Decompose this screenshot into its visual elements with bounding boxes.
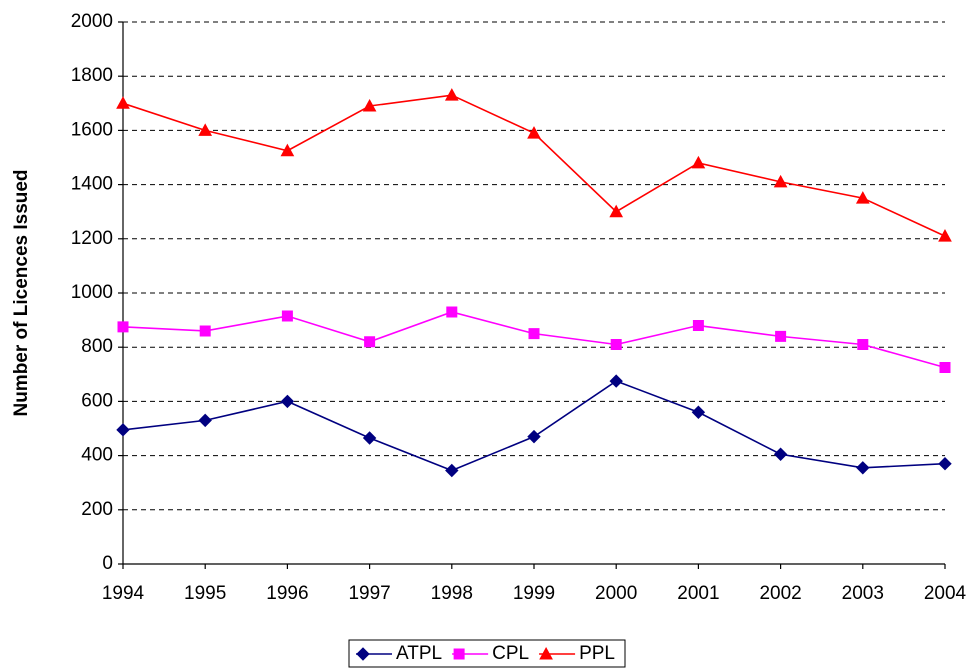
x-tick-label: 1998: [431, 583, 473, 604]
y-tick-label: 1000: [71, 282, 113, 303]
legend: ATPL CPL PPL: [348, 639, 626, 668]
data-point: [362, 98, 377, 112]
legend-label: CPL: [492, 643, 529, 664]
legend-marker: [453, 648, 465, 660]
x-tick-label: 1994: [102, 583, 145, 604]
x-tick-label: 1997: [348, 583, 390, 604]
x-tick-label: 2003: [842, 583, 884, 604]
y-tick-label: 1400: [71, 174, 113, 195]
y-tick-label: 1800: [71, 65, 113, 86]
series-line: [122, 311, 946, 369]
data-point: [117, 321, 129, 333]
legend-label: PPL: [579, 643, 615, 664]
data-point: [280, 394, 295, 409]
data-point: [857, 338, 869, 350]
data-point: [527, 126, 541, 139]
x-tick-label: 2001: [677, 583, 719, 604]
y-tick-label: 1600: [71, 119, 113, 140]
data-point: [938, 457, 952, 471]
x-tick-label: 1999: [513, 583, 555, 604]
data-point: [692, 320, 704, 332]
data-point: [198, 123, 213, 136]
data-point: [856, 461, 870, 475]
x-tick-label: 2004: [924, 583, 967, 604]
data-point: [691, 155, 706, 169]
y-tick-label: 600: [81, 390, 113, 411]
x-tick-label: 1996: [266, 583, 308, 604]
data-point: [528, 328, 540, 340]
data-point: [116, 96, 130, 109]
data-point: [855, 191, 870, 204]
series-line: [122, 380, 946, 472]
legend-marker: [539, 646, 553, 660]
y-tick-label: 2000: [71, 11, 113, 32]
data-point: [938, 229, 952, 242]
legend-label: ATPL: [396, 643, 442, 664]
data-point: [773, 174, 788, 188]
data-point: [939, 362, 951, 374]
legend-marker: [356, 647, 370, 661]
y-tick-label: 0: [102, 553, 113, 574]
data-point: [199, 325, 211, 337]
data-point: [446, 306, 458, 318]
y-tick-label: 400: [81, 445, 113, 466]
data-point: [281, 310, 293, 322]
y-tick-label: 1200: [71, 228, 113, 249]
data-point: [445, 463, 459, 478]
data-point: [362, 431, 377, 445]
data-point: [610, 338, 622, 350]
data-point: [775, 330, 787, 342]
data-point: [116, 423, 130, 437]
x-tick-label: 2000: [595, 583, 637, 604]
data-point: [364, 336, 376, 348]
data-point: [444, 88, 459, 101]
data-point: [527, 429, 541, 444]
data-point: [609, 374, 623, 388]
data-point: [609, 204, 624, 218]
data-point: [198, 413, 212, 428]
data-point: [691, 405, 706, 419]
x-tick-label: 2002: [759, 583, 801, 604]
y-tick-label: 200: [81, 499, 113, 520]
data-point: [280, 143, 295, 157]
y-tick-label: 800: [81, 336, 113, 357]
x-tick-label: 1995: [184, 583, 226, 604]
data-point: [773, 447, 788, 461]
series-line: [122, 94, 946, 237]
y-axis-title: Number of Licences Issued: [11, 169, 32, 416]
